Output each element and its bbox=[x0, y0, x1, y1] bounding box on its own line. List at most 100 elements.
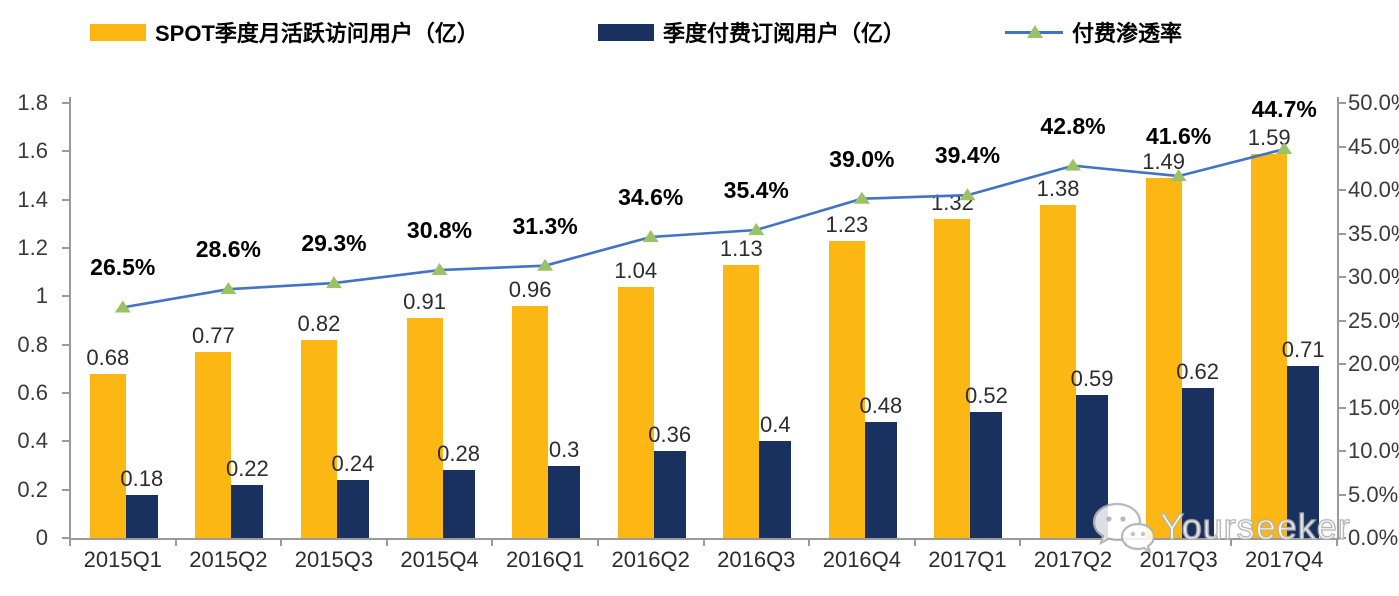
x-axis-category-label: 2015Q4 bbox=[400, 547, 479, 572]
x-axis-category-label: 2016Q1 bbox=[505, 547, 585, 572]
y-axis-left-tick-label: 1.4 bbox=[17, 186, 48, 212]
penetration-marker-triangle-icon bbox=[325, 276, 342, 289]
subscriber-value-label: 0.18 bbox=[120, 465, 164, 491]
mau-bar bbox=[89, 373, 126, 538]
x-axis-category-label: 2017Q2 bbox=[1033, 547, 1113, 572]
mau-value-label: 1.38 bbox=[1036, 175, 1080, 201]
x-axis-tick bbox=[174, 538, 177, 546]
y-axis-left-tick-label: 0.6 bbox=[17, 380, 48, 405]
subscriber-value-label: 0.71 bbox=[1281, 337, 1325, 363]
y-axis-left-spine bbox=[69, 97, 71, 538]
penetration-value-label: 31.3% bbox=[512, 212, 578, 239]
y-axis-right-tick-label: 5.0% bbox=[1348, 481, 1399, 507]
subscriber-value-label: 0.3 bbox=[548, 436, 580, 462]
mau-bar bbox=[300, 339, 337, 538]
penetration-marker-triangle-icon bbox=[220, 282, 237, 295]
watermark-text: Yourseeker bbox=[1159, 505, 1351, 547]
mau-legend-label: SPOT季度月活跃访问用户（亿） bbox=[155, 21, 479, 46]
subscriber-bar bbox=[653, 451, 686, 538]
mau-bar bbox=[723, 264, 760, 538]
x-axis-category-label: 2016Q3 bbox=[717, 547, 796, 572]
x-axis-category-label: 2015Q1 bbox=[83, 547, 162, 572]
y-axis-right-tick bbox=[1339, 363, 1346, 365]
x-axis-category-label: 2017Q3 bbox=[1139, 547, 1218, 572]
y-axis-left-tick bbox=[62, 343, 69, 346]
mau-value-label: 1.13 bbox=[719, 235, 763, 261]
x-axis-category-label: 2017Q1 bbox=[928, 547, 1007, 572]
y-axis-right-tick bbox=[1339, 319, 1346, 322]
y-axis-left-tick bbox=[62, 247, 69, 249]
penetration-legend-label: 付费渗透率 bbox=[1072, 21, 1183, 46]
y-axis-left-tick bbox=[62, 440, 69, 443]
penetration-value-label: 29.3% bbox=[301, 230, 367, 257]
x-axis-tick bbox=[280, 538, 283, 546]
subscriber-bar bbox=[1287, 366, 1320, 538]
mau-value-label: 1.32 bbox=[931, 190, 974, 215]
y-axis-right-tick bbox=[1339, 406, 1346, 409]
y-axis-left-tick-label: 1.6 bbox=[17, 138, 48, 164]
penetration-marker-triangle-icon bbox=[114, 300, 131, 313]
mau-value-label: 0.68 bbox=[86, 344, 130, 370]
mau-value-label: 0.82 bbox=[297, 310, 341, 336]
subscriber-value-label: 0.52 bbox=[965, 383, 1008, 409]
y-axis-left-tick-label: 1.2 bbox=[17, 235, 48, 260]
subscriber-bar bbox=[231, 484, 264, 538]
x-axis-tick bbox=[1230, 538, 1233, 546]
y-axis-right-tick bbox=[1339, 450, 1346, 452]
y-axis-right-tick-label: 35.0% bbox=[1348, 220, 1399, 246]
subscriber-bar bbox=[1181, 388, 1214, 538]
wechat-icon bbox=[1092, 502, 1154, 554]
penetration-marker-triangle-icon bbox=[642, 229, 659, 242]
subscriber-bar bbox=[864, 422, 897, 538]
y-axis-right-tick bbox=[1339, 145, 1346, 148]
penetration-legend-marker-icon bbox=[1005, 24, 1063, 40]
legend-item-mau: SPOT季度月活跃访问用户（亿） bbox=[90, 16, 479, 48]
mau-bar bbox=[406, 318, 443, 538]
subscriber-bar bbox=[548, 465, 581, 538]
mau-value-label: 1.04 bbox=[614, 257, 658, 283]
y-axis-right-tick-label: 25.0% bbox=[1348, 307, 1399, 333]
y-axis-right-tick-label: 15.0% bbox=[1348, 394, 1399, 420]
y-axis-right-tick bbox=[1339, 102, 1346, 104]
subscriber-bar bbox=[759, 441, 792, 538]
mau-bar bbox=[934, 219, 971, 538]
subscriber-value-label: 0.28 bbox=[437, 441, 480, 467]
y-axis-left-tick bbox=[62, 392, 69, 394]
x-axis-tick bbox=[69, 538, 71, 546]
mau-legend-swatch bbox=[90, 23, 146, 41]
x-axis-tick bbox=[702, 538, 705, 546]
subscriber-value-label: 0.4 bbox=[759, 412, 791, 438]
penetration-line bbox=[122, 147, 1285, 309]
subscriber-value-label: 0.22 bbox=[225, 455, 269, 481]
y-axis-right-tick bbox=[1339, 276, 1346, 278]
subscriber-bar bbox=[336, 480, 369, 538]
y-axis-left-tick-label: 0 bbox=[35, 525, 48, 550]
penetration-value-label: 34.6% bbox=[618, 183, 684, 210]
mau-value-label: 0.91 bbox=[403, 289, 446, 315]
x-axis-category-label: 2016Q4 bbox=[822, 547, 902, 572]
mau-value-label: 1.23 bbox=[825, 211, 869, 237]
y-axis-left-tick-label: 0.2 bbox=[17, 476, 48, 502]
penetration-marker-triangle-icon bbox=[1065, 158, 1082, 171]
y-axis-left-tick bbox=[62, 295, 69, 298]
x-axis-category-label: 2017Q4 bbox=[1245, 547, 1324, 572]
penetration-marker-triangle-icon bbox=[537, 258, 554, 271]
y-axis-left-tick bbox=[62, 150, 69, 153]
subscriber-value-label: 0.36 bbox=[648, 422, 692, 447]
watermark: Yourseeker bbox=[1090, 500, 1351, 554]
x-axis-category-label: 2015Q3 bbox=[294, 547, 374, 572]
y-axis-right-tick-label: 45.0% bbox=[1348, 133, 1399, 159]
penetration-marker-triangle-icon bbox=[431, 263, 448, 276]
penetration-marker-triangle-icon bbox=[748, 223, 765, 236]
y-axis-right-tick-label: 0.0% bbox=[1348, 525, 1399, 550]
y-axis-right-tick-label: 30.0% bbox=[1348, 264, 1399, 289]
y-axis-right-tick bbox=[1339, 189, 1346, 191]
mau-bar bbox=[1145, 177, 1182, 538]
y-axis-left-tick-label: 0.8 bbox=[17, 331, 48, 357]
subscriber-legend-swatch bbox=[598, 23, 654, 41]
x-axis-tick bbox=[808, 538, 811, 546]
y-axis-right-tick-label: 40.0% bbox=[1348, 177, 1399, 202]
y-axis-right-tick-label: 20.0% bbox=[1348, 351, 1399, 376]
penetration-value-label: 41.6% bbox=[1146, 123, 1212, 150]
